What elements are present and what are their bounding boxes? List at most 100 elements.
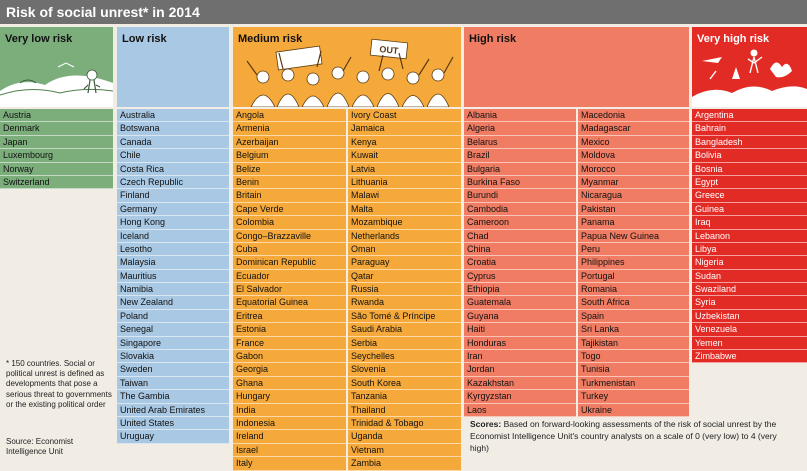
category-label-medium: Medium risk bbox=[238, 33, 303, 45]
country-cell: Gabon bbox=[233, 350, 346, 364]
country-cell: Benin bbox=[233, 175, 346, 190]
country-cell: Slovenia bbox=[348, 363, 461, 377]
country-cell: São Tomé & Príncipe bbox=[348, 309, 461, 324]
country-cell: Belgium bbox=[233, 149, 346, 163]
calm-landscape-illustration bbox=[0, 27, 113, 107]
country-cell: Georgia bbox=[233, 363, 346, 377]
country-cell: Morocco bbox=[578, 162, 689, 176]
country-list-medium-b: Ivory Coast Jamaica Kenya Kuwait Latvia Lithu… bbox=[348, 109, 461, 471]
country-cell: Nigeria bbox=[692, 256, 807, 270]
country-cell: Kenya bbox=[348, 135, 461, 150]
country-cell: Taiwan bbox=[117, 376, 229, 391]
category-label-high: High risk bbox=[469, 33, 517, 45]
country-list-low: Australia Botswana Canada Chile Costa Rica Cz… bbox=[117, 109, 229, 444]
country-cell: Russia bbox=[348, 283, 461, 297]
country-cell: Cuba bbox=[233, 242, 346, 257]
country-cell: Yemen bbox=[692, 336, 807, 351]
country-cell: Mauritius bbox=[117, 269, 229, 284]
country-cell: Portugal bbox=[578, 269, 689, 284]
country-cell: Equatorial Guinea bbox=[233, 296, 346, 310]
country-cell: Germany bbox=[117, 202, 229, 217]
country-cell: Cape Verde bbox=[233, 202, 346, 217]
country-cell: Iran bbox=[464, 350, 576, 364]
country-cell: Romania bbox=[578, 283, 689, 297]
country-cell: Lithuania bbox=[348, 175, 461, 190]
country-cell: Argentina bbox=[692, 109, 807, 123]
header-very-high-risk: Very high risk bbox=[692, 27, 807, 107]
country-cell: Burundi bbox=[464, 189, 576, 203]
country-cell: Brazil bbox=[464, 149, 576, 163]
category-label-very-low: Very low risk bbox=[5, 33, 73, 45]
country-cell: Azerbaijan bbox=[233, 135, 346, 150]
country-cell: Turkey bbox=[578, 390, 689, 404]
country-cell: Poland bbox=[117, 309, 229, 324]
country-cell: Tanzania bbox=[348, 390, 461, 404]
country-cell: Moldova bbox=[578, 149, 689, 163]
country-cell: Denmark bbox=[0, 122, 113, 136]
country-cell: Luxembourg bbox=[0, 149, 113, 163]
country-cell: Guinea bbox=[692, 202, 807, 217]
country-cell: Iraq bbox=[692, 216, 807, 230]
country-cell: Jordan bbox=[464, 363, 576, 377]
protest-crowd-illustration: OUT bbox=[233, 27, 461, 107]
country-cell: New Zealand bbox=[117, 296, 229, 310]
country-cell: Tunisia bbox=[578, 363, 689, 377]
country-cell: Algeria bbox=[464, 122, 576, 136]
country-cell: Ivory Coast bbox=[348, 109, 461, 123]
country-cell: Uzbekistan bbox=[692, 309, 807, 324]
country-cell: Uganda bbox=[348, 430, 461, 444]
country-cell: Malawi bbox=[348, 189, 461, 203]
country-cell: Colombia bbox=[233, 216, 346, 230]
country-cell: Japan bbox=[0, 135, 113, 150]
country-cell: Cameroon bbox=[464, 216, 576, 230]
country-cell: Netherlands bbox=[348, 229, 461, 243]
country-cell: Mozambique bbox=[348, 216, 461, 230]
source-note: Source: Economist Intelligence Unit bbox=[6, 437, 74, 457]
country-cell: Indonesia bbox=[233, 416, 346, 431]
country-list-very-low: Austria Denmark Japan Luxembourg Norway Switz… bbox=[0, 109, 113, 190]
country-cell: Estonia bbox=[233, 323, 346, 337]
country-cell: Qatar bbox=[348, 269, 461, 284]
country-cell: El Salvador bbox=[233, 283, 346, 297]
country-cell: Turkmenistan bbox=[578, 376, 689, 391]
country-cell: United Arab Emirates bbox=[117, 403, 229, 417]
country-cell: Slovakia bbox=[117, 350, 229, 364]
country-cell: China bbox=[464, 242, 576, 257]
country-cell: Togo bbox=[578, 350, 689, 364]
country-cell: Iceland bbox=[117, 229, 229, 243]
country-cell: France bbox=[233, 336, 346, 351]
country-cell: Ecuador bbox=[233, 269, 346, 284]
country-cell: Uruguay bbox=[117, 430, 229, 444]
country-cell: Cambodia bbox=[464, 202, 576, 217]
country-cell: Czech Republic bbox=[117, 175, 229, 190]
country-cell: Madagascar bbox=[578, 122, 689, 136]
country-list-medium-a: Angola Armenia Azerbaijan Belgium Belize Beni… bbox=[233, 109, 346, 471]
country-cell: Serbia bbox=[348, 336, 461, 351]
country-cell: Mexico bbox=[578, 135, 689, 150]
country-cell: Philippines bbox=[578, 256, 689, 270]
country-cell: Venezuela bbox=[692, 323, 807, 337]
country-cell: South Africa bbox=[578, 296, 689, 310]
country-cell: Latvia bbox=[348, 162, 461, 176]
country-cell: Hong Kong bbox=[117, 216, 229, 230]
country-cell: Austria bbox=[0, 109, 113, 123]
country-cell: Peru bbox=[578, 242, 689, 257]
country-cell: Finland bbox=[117, 189, 229, 203]
riot-illustration bbox=[692, 27, 807, 107]
country-list-very-high: Argentina Bahrain Bangladesh Bolivia Bosnia E… bbox=[692, 109, 807, 364]
country-cell: Malaysia bbox=[117, 256, 229, 270]
country-cell: Botswana bbox=[117, 122, 229, 136]
header-low-risk: Low risk bbox=[117, 27, 229, 107]
country-cell: Kazakhstan bbox=[464, 376, 576, 391]
country-cell: Bolivia bbox=[692, 149, 807, 163]
country-cell: Greece bbox=[692, 189, 807, 203]
country-cell: Ukraine bbox=[578, 403, 689, 417]
country-cell: Myanmar bbox=[578, 175, 689, 190]
country-cell: Belarus bbox=[464, 135, 576, 150]
country-cell: Honduras bbox=[464, 336, 576, 351]
scores-note: Scores: Based on forward-looking assessm… bbox=[470, 418, 795, 454]
country-cell: Papua New Guinea bbox=[578, 229, 689, 243]
country-cell: Ghana bbox=[233, 376, 346, 391]
country-cell: Senegal bbox=[117, 323, 229, 337]
country-cell: Tajikistan bbox=[578, 336, 689, 351]
